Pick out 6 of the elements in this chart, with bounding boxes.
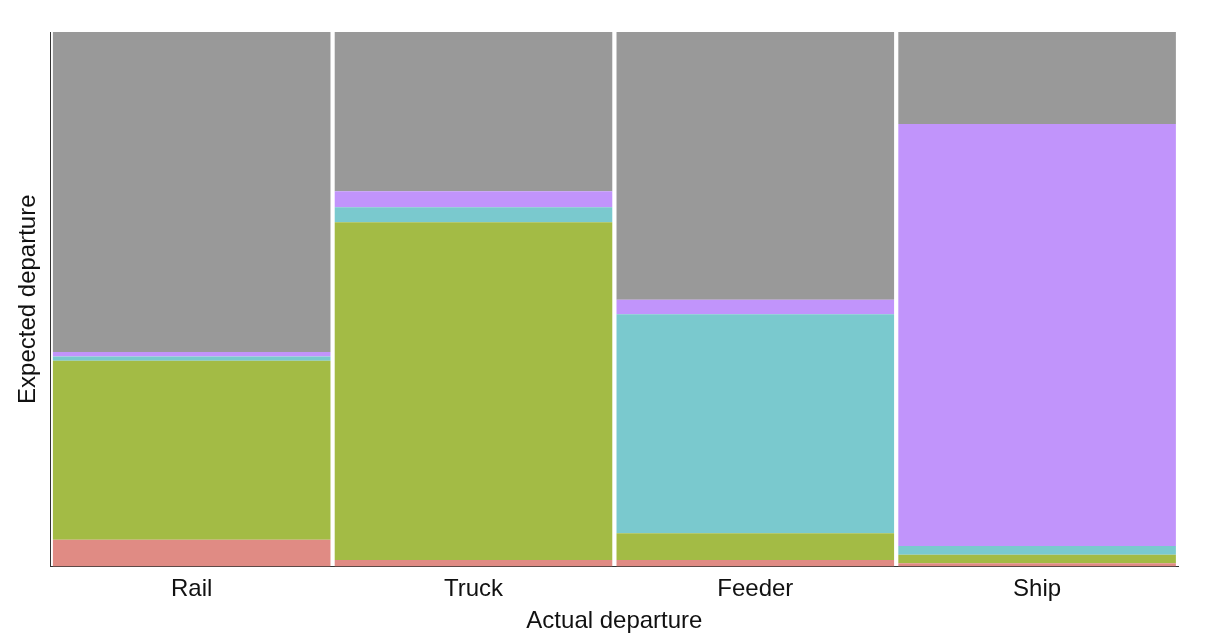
x-tick-label: Truck bbox=[443, 574, 505, 602]
x-tick-label: Ship bbox=[1013, 574, 1062, 602]
x-tick-label: Feeder bbox=[717, 574, 794, 602]
x-tick-label: Rail bbox=[171, 574, 213, 602]
y-axis-title: Expected departure bbox=[13, 194, 41, 404]
x-axis-title: Actual departure bbox=[526, 606, 703, 634]
